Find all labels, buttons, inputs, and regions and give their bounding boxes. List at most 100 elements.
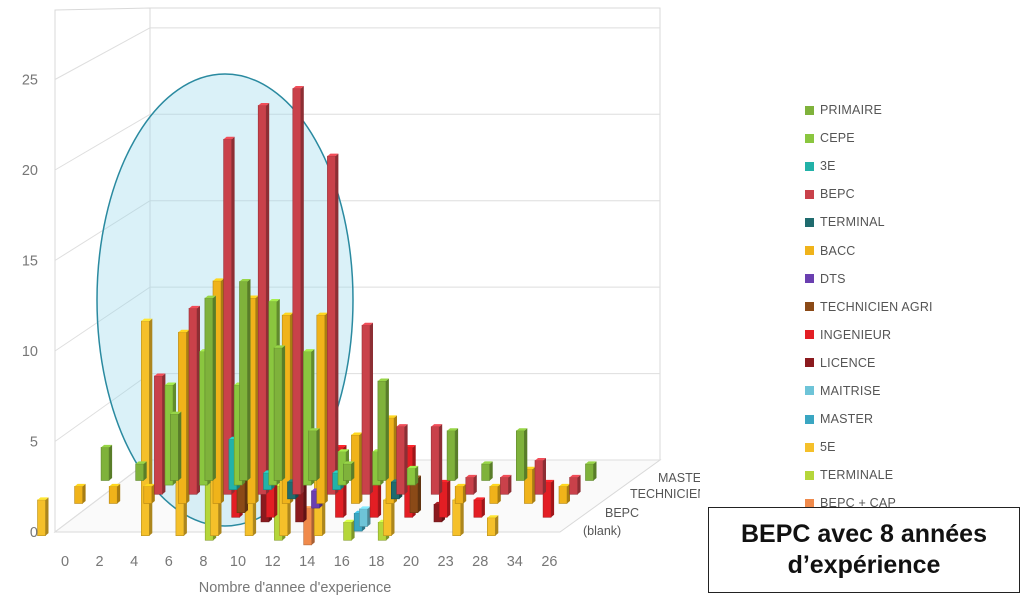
legend-swatch: [805, 161, 814, 171]
legend-item: TECHNICIEN AGRI: [805, 293, 1005, 321]
y-axis-ticks: 0 5 10 15 20 25: [22, 73, 38, 542]
y-tick-20: 20: [22, 163, 38, 179]
legend-swatch: [805, 189, 814, 199]
bar-bepc-4: [154, 373, 166, 495]
depth-label-1: TECHNICIEN AGRI: [630, 487, 700, 501]
legend-label: TERMINAL: [820, 215, 885, 230]
legend-item: 3E: [805, 152, 1005, 180]
chart-3d-bars: 0 5 10 15 20 25 0 2 4 6 8 10 12 14 16 18 20 23 28 34 26 MAS…: [22, 7, 700, 596]
legend: PRIMAIRE CEPE 3E BEPC TERMINAL BACC DTS TECHNIC…: [805, 96, 1005, 517]
legend-item: BACC: [805, 236, 1005, 264]
x-tick-12: 12: [265, 554, 281, 570]
gridline-side-2: [54, 286, 151, 352]
legend-label: PRIMAIRE: [820, 103, 883, 118]
bar-bepc-23: [465, 474, 477, 495]
bar-bepc-12: [292, 86, 304, 495]
x-tick-10: 10: [230, 554, 246, 570]
y-tick-0: 0: [30, 525, 38, 541]
bar-bacc-0: [74, 483, 86, 504]
bar-primaire-0: [100, 444, 113, 481]
bar-bacc-23: [454, 483, 467, 504]
legend-item: TERMINALE: [805, 461, 1005, 489]
x-tick-0: 0: [61, 554, 69, 570]
y-tick-25: 25: [22, 73, 38, 89]
bar-bacc-2: [108, 483, 121, 504]
legend-item: BEPC: [805, 180, 1005, 208]
legend-item: PRIMAIRE: [805, 96, 1005, 124]
legend-swatch: [805, 386, 814, 396]
bar-bepc-20: [430, 424, 443, 495]
bar-bepc-28: [500, 474, 512, 495]
bar-5e-34: [486, 515, 499, 536]
bar-primaire-16: [377, 378, 389, 481]
legend-label: 5E: [820, 440, 836, 455]
callout-line-2: d’expérience: [787, 551, 941, 579]
legend-swatch: [805, 442, 814, 452]
bar-bacc-8: [212, 278, 224, 504]
x-tick-6: 6: [165, 554, 173, 570]
depth-label-2: BEPC: [605, 506, 639, 520]
legend-label: BACC: [820, 243, 856, 258]
bar-primaire-8: [239, 279, 251, 481]
legend-label: LICENCE: [820, 355, 876, 370]
legend-label: TERMINALE: [820, 468, 894, 483]
depth-label-0: MASTER: [658, 471, 700, 485]
bar-5e-6: [141, 318, 153, 536]
legend-swatch: [805, 217, 814, 227]
legend-label: MASTER: [820, 412, 874, 427]
x-axis-ticks: 0 2 4 6 8 10 12 14 16 18 20 23 28 34 26: [61, 554, 558, 570]
legend-swatch: [805, 274, 814, 284]
legend-label: BEPC: [820, 187, 855, 202]
depth-label-3: (blank): [583, 524, 621, 538]
legend-item: LICENCE: [805, 349, 1005, 377]
bar-bepc-16: [361, 322, 373, 495]
y-tick-10: 10: [22, 344, 38, 360]
x-tick-8: 8: [199, 554, 207, 570]
bar-bacc-28: [489, 483, 501, 504]
legend-label: CEPE: [820, 131, 855, 146]
legend-item: MASTER: [805, 405, 1005, 433]
callout-line-1: BEPC avec 8 années: [741, 520, 987, 548]
x-axis-title: Nombre d'annee d'experience: [199, 580, 392, 596]
legend-label: BEPC + CAP: [820, 496, 896, 511]
legend-item: CEPE: [805, 124, 1005, 152]
bar-primaire-10: [273, 345, 286, 481]
bar-maitrise-18: [359, 506, 371, 527]
bar-5e-0: [37, 497, 49, 536]
y-tick-15: 15: [22, 254, 38, 270]
legend-item: 5E: [805, 433, 1005, 461]
bar-bepc-14: [327, 153, 339, 495]
gridline-side-0: [54, 459, 151, 533]
bar-bepc-8: [223, 136, 235, 495]
bar-primaire-20: [446, 428, 459, 481]
bar-cepe-18: [406, 465, 419, 486]
bar-terminale-18: [343, 519, 355, 541]
callout-box: BEPC avec 8 années d’expérience: [708, 507, 1020, 593]
gridline-side-5: [54, 27, 151, 80]
bar-primaire-28: [515, 428, 528, 481]
legend-label: TECHNICIEN AGRI: [820, 299, 933, 314]
bar-primaire-4: [170, 411, 182, 481]
x-tick-18: 18: [368, 554, 384, 570]
legend-swatch: [805, 133, 814, 143]
depth-axis-labels: MASTER TECHNICIEN AGRI BEPC (blank): [583, 471, 700, 538]
legend-label: DTS: [820, 271, 846, 286]
bar-bepc-10: [257, 102, 270, 495]
legend-swatch: [805, 105, 814, 115]
bar-primaire-23: [481, 461, 493, 481]
bar-bepc-26: [569, 474, 581, 495]
gridline-side-4: [54, 113, 151, 171]
bar-primaire-14: [342, 461, 355, 481]
bars-group: [37, 86, 597, 546]
bar-primaire-2: [135, 461, 147, 481]
bar-ingenieur-28: [473, 497, 485, 518]
x-tick-28: 28: [472, 554, 488, 570]
bar-bepc-18: [396, 424, 408, 495]
bar-bacc-4: [143, 483, 155, 504]
legend-swatch: [805, 414, 814, 424]
legend-label: 3E: [820, 159, 836, 174]
legend-swatch: [805, 470, 814, 480]
bar-bepc-34: [534, 457, 546, 495]
legend-swatch: [805, 358, 814, 368]
legend-label: MAITRISE: [820, 383, 881, 398]
